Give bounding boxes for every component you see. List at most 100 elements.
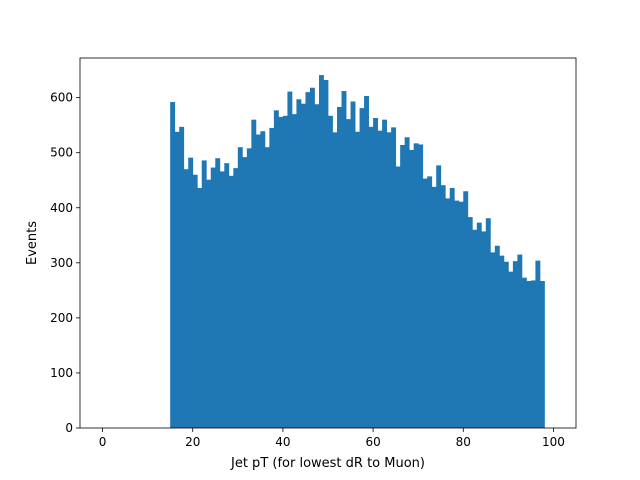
histogram-bar bbox=[328, 115, 333, 428]
histogram-bar bbox=[305, 92, 311, 428]
histogram-bar bbox=[296, 99, 302, 428]
histogram-bar bbox=[517, 254, 523, 428]
histogram-bar bbox=[300, 103, 306, 428]
histogram-bar bbox=[539, 280, 545, 428]
histogram-bar bbox=[476, 222, 482, 428]
histogram-bar bbox=[188, 157, 194, 428]
x-tick-label: 80 bbox=[456, 435, 471, 449]
histogram-bar bbox=[341, 91, 347, 428]
histogram-bar bbox=[481, 231, 487, 428]
x-tick-label: 60 bbox=[365, 435, 380, 449]
histogram-bar bbox=[490, 252, 496, 428]
x-tick-label: 100 bbox=[542, 435, 565, 449]
histogram-bar bbox=[499, 255, 505, 428]
histogram-bar bbox=[291, 114, 297, 428]
histogram-bar bbox=[170, 102, 176, 429]
histogram-bar bbox=[535, 260, 541, 428]
histogram-bar bbox=[255, 134, 261, 428]
histogram-bar bbox=[201, 160, 207, 428]
histogram-bar bbox=[309, 87, 315, 428]
x-axis-ticks: 0 20 40 60 80 100 bbox=[99, 428, 565, 449]
x-tick-label: 40 bbox=[275, 435, 290, 449]
histogram-bar bbox=[210, 167, 216, 428]
histogram-bar bbox=[413, 143, 419, 428]
histogram-bar bbox=[219, 171, 225, 429]
histogram-bar bbox=[215, 158, 221, 428]
histogram-bar bbox=[494, 245, 500, 428]
histogram-bar bbox=[287, 91, 293, 428]
histogram-bar bbox=[386, 132, 392, 428]
histogram-bar bbox=[314, 104, 320, 428]
histogram-bar bbox=[183, 169, 189, 428]
histogram-bar bbox=[454, 200, 460, 428]
histogram-bar bbox=[246, 148, 252, 429]
histogram-bar bbox=[512, 261, 518, 428]
histogram-bar bbox=[197, 187, 203, 428]
histogram-bar bbox=[445, 198, 451, 428]
histogram-bar bbox=[440, 185, 446, 428]
histogram-bar bbox=[174, 131, 180, 428]
histogram-bar bbox=[391, 127, 397, 429]
x-axis-label: Jet pT (for lowest dR to Muon) bbox=[230, 456, 425, 471]
histogram-bar bbox=[273, 110, 279, 428]
y-tick-label: 100 bbox=[50, 366, 73, 380]
histogram-bar bbox=[179, 126, 185, 428]
histogram-bars bbox=[170, 75, 545, 429]
histogram-bar bbox=[346, 119, 351, 429]
y-axis-label: Events bbox=[25, 221, 40, 265]
x-tick-label: 0 bbox=[99, 435, 107, 449]
histogram-bar bbox=[368, 126, 374, 428]
histogram-bar bbox=[395, 166, 401, 428]
histogram-bar bbox=[237, 147, 243, 428]
histogram-bar bbox=[436, 165, 442, 428]
histogram-bar bbox=[355, 131, 360, 428]
y-axis-ticks: 0 100 200 300 400 500 600 bbox=[50, 91, 80, 435]
histogram-bar bbox=[192, 174, 198, 428]
histogram-bar bbox=[485, 218, 491, 428]
x-tick-label: 20 bbox=[185, 435, 200, 449]
histogram-bar bbox=[427, 176, 433, 428]
histogram-bar bbox=[206, 179, 212, 428]
histogram-bar bbox=[458, 201, 464, 428]
histogram-bar bbox=[472, 229, 478, 428]
histogram-bar bbox=[463, 191, 469, 428]
histogram-bar bbox=[269, 127, 275, 429]
y-tick-label: 500 bbox=[50, 146, 73, 160]
histogram-bar bbox=[449, 187, 455, 428]
histogram-bar bbox=[521, 277, 527, 428]
histogram-bar bbox=[467, 217, 473, 428]
histogram-bar bbox=[404, 137, 410, 429]
histogram-bar bbox=[323, 80, 329, 429]
histogram-bar bbox=[364, 95, 369, 429]
histogram-bar bbox=[224, 163, 230, 428]
histogram-bar bbox=[233, 168, 239, 428]
histogram-bar bbox=[530, 280, 536, 428]
histogram-bar bbox=[251, 119, 257, 429]
histogram-bar bbox=[400, 144, 406, 429]
y-tick-label: 400 bbox=[50, 201, 73, 215]
histogram-bar bbox=[422, 178, 428, 428]
histogram-bar bbox=[373, 118, 378, 428]
y-tick-label: 600 bbox=[50, 91, 73, 105]
histogram-bar bbox=[359, 108, 365, 428]
histogram-bar bbox=[260, 131, 266, 429]
histogram-bar bbox=[264, 147, 270, 428]
histogram-bar bbox=[526, 280, 532, 428]
histogram-bar bbox=[409, 149, 415, 428]
histogram-bar bbox=[278, 116, 284, 428]
histogram-bar bbox=[242, 157, 248, 429]
histogram-bar bbox=[508, 271, 514, 428]
histogram-bar bbox=[382, 119, 388, 429]
histogram-bar bbox=[332, 132, 338, 428]
histogram-bar bbox=[418, 144, 424, 428]
histogram-bar bbox=[282, 115, 288, 428]
histogram-bar bbox=[228, 175, 234, 428]
y-tick-label: 300 bbox=[50, 256, 73, 270]
histogram-bar bbox=[431, 186, 437, 428]
histogram-bar bbox=[377, 130, 383, 428]
histogram-bar bbox=[318, 75, 324, 428]
histogram-bar bbox=[337, 107, 342, 428]
y-tick-label: 0 bbox=[65, 421, 73, 435]
plot-frame bbox=[79, 57, 577, 429]
